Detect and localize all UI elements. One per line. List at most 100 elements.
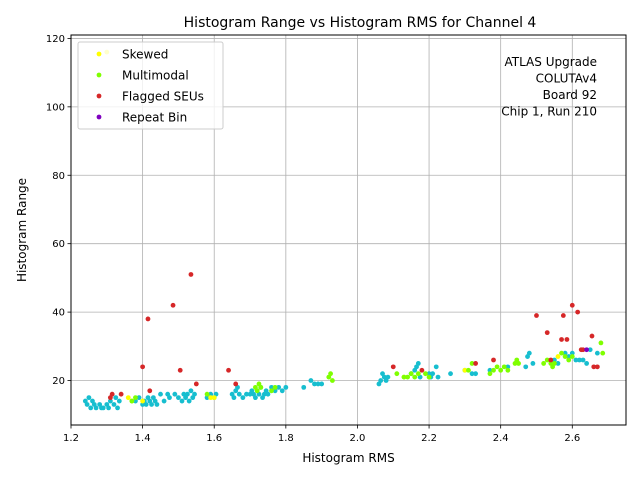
point-normal (204, 395, 210, 401)
point-multimodal (516, 361, 521, 366)
point-normal (594, 350, 600, 356)
annotation-line: ATLAS Upgrade (504, 55, 597, 69)
point-multimodal (204, 391, 210, 397)
point-multimodal (133, 395, 138, 401)
point-normal (158, 391, 163, 397)
y-tick-label: 80 (52, 171, 65, 182)
point-flagged-seus (591, 364, 597, 370)
point-multimodal (541, 361, 547, 366)
point-flagged-seus (145, 316, 151, 322)
point-normal (433, 364, 439, 370)
point-normal (562, 350, 568, 356)
point-normal (378, 378, 384, 383)
point-flagged-seus (575, 309, 581, 315)
point-multimodal (426, 374, 432, 380)
point-multimodal (129, 398, 135, 404)
point-normal (587, 347, 593, 353)
axis-ticks: 1.2 1.4 1.6 1.8 2.0 2.2 2.4 2.6 20 40 60 80 100 120 (46, 34, 580, 444)
point-normal (107, 398, 113, 404)
point-normal (133, 398, 138, 404)
point-normal (415, 361, 421, 366)
y-tick-label: 20 (52, 376, 65, 387)
legend-label: Skewed (122, 48, 168, 62)
chart-title: Histogram Range vs Histogram RMS for Cha… (184, 15, 537, 31)
point-normal (113, 395, 119, 401)
point-multimodal (329, 378, 335, 383)
point-normal (283, 384, 289, 390)
point-multimodal (569, 354, 575, 359)
point-normal (186, 398, 192, 404)
point-multimodal (394, 371, 400, 377)
point-multimodal (469, 361, 475, 366)
point-skewed (140, 398, 146, 404)
point-normal (93, 405, 99, 411)
point-flagged-seus (177, 367, 183, 373)
point-normal (276, 384, 282, 390)
point-skewed (208, 395, 214, 401)
data-points (82, 49, 606, 411)
point-flagged-seus (147, 388, 153, 394)
point-normal (192, 391, 197, 397)
point-normal (530, 361, 536, 366)
point-normal (106, 405, 111, 411)
point-multimodal (254, 388, 260, 394)
point-repeat-bin (584, 347, 590, 353)
plot-frame (70, 34, 627, 426)
legend-marker (96, 72, 102, 78)
x-axis-label: Histogram RMS (302, 451, 394, 465)
x-tick-label: 2.2 (421, 433, 437, 444)
point-flagged-seus (140, 364, 146, 370)
annotation-line: Board 92 (543, 88, 597, 102)
x-tick-label: 2.4 (493, 433, 509, 444)
point-multimodal (566, 357, 572, 363)
point-normal (154, 402, 160, 407)
point-skewed (125, 395, 131, 401)
point-normal (253, 395, 258, 401)
point-flagged-seus (589, 333, 595, 339)
point-multimodal (491, 367, 496, 373)
point-normal (435, 374, 441, 380)
point-flagged-seus (193, 381, 199, 387)
point-normal (312, 381, 317, 387)
point-flagged-seus (188, 272, 194, 277)
point-multimodal (412, 374, 418, 380)
y-tick-label: 120 (46, 34, 65, 45)
info-annotation: ATLAS Upgrade COLUTAv4 Board 92 Chip 1, Run… (501, 55, 597, 119)
point-normal (448, 371, 453, 377)
point-flagged-seus (559, 337, 564, 342)
point-multimodal (408, 371, 414, 377)
point-normal (176, 395, 181, 401)
x-tick-label: 1.4 (135, 433, 151, 444)
legend-marker (96, 51, 102, 57)
point-normal (573, 357, 579, 363)
point-normal (116, 398, 122, 404)
point-multimodal (562, 354, 568, 359)
point-normal (167, 395, 172, 401)
point-normal (577, 357, 582, 363)
point-normal (136, 395, 142, 401)
point-skewed (211, 395, 217, 401)
point-normal (100, 405, 106, 411)
point-multimodal (328, 371, 333, 377)
point-normal (84, 402, 90, 407)
point-multimodal (466, 367, 471, 373)
point-normal (208, 391, 214, 397)
point-flagged-seus (419, 367, 425, 373)
point-normal (551, 357, 557, 363)
point-flagged-seus (534, 313, 539, 318)
point-flagged-seus (544, 330, 550, 336)
point-normal (172, 391, 178, 397)
point-multimodal (598, 340, 604, 346)
point-normal (308, 378, 314, 383)
point-flagged-seus (118, 391, 124, 397)
point-normal (240, 395, 246, 401)
point-normal (111, 402, 117, 407)
point-multimodal (559, 350, 564, 356)
point-normal (473, 371, 479, 377)
point-normal (566, 354, 572, 359)
legend-label: Flagged SEUs (122, 90, 204, 104)
point-flagged-seus (594, 364, 600, 370)
point-normal (149, 402, 154, 407)
point-flagged-seus (548, 357, 554, 363)
